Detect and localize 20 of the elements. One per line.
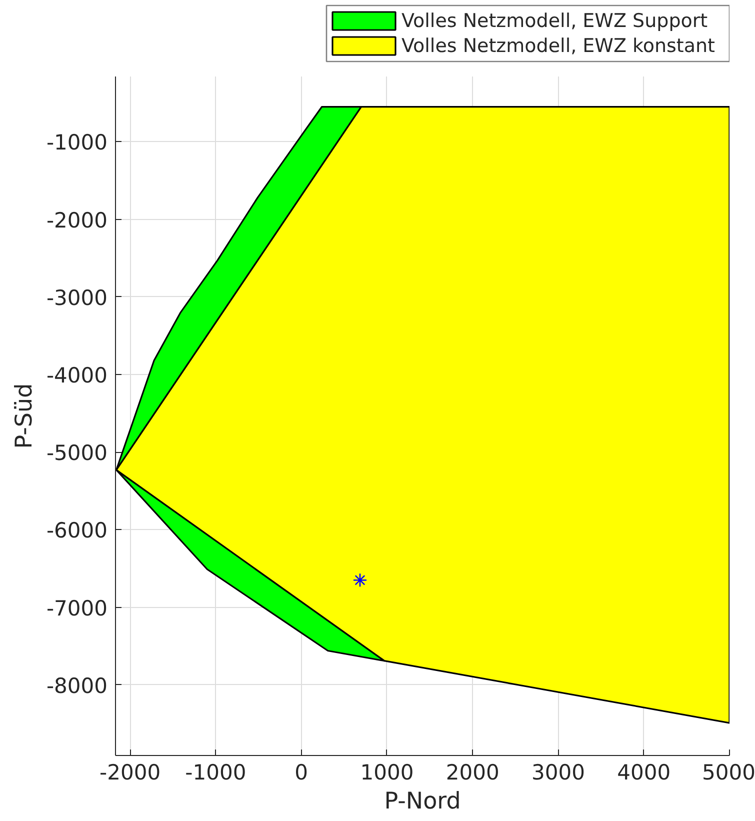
x-tick-label: -2000 [100,760,161,784]
y-tick-label: -2000 [46,208,108,232]
y-tick-label: -4000 [46,363,108,388]
x-tick-label: 5000 [702,760,755,784]
y-tick-label: -8000 [46,674,108,698]
y-tick-label: -3000 [46,286,108,310]
x-axis-title: P-Nord [384,788,461,814]
x-tick-label: 0 [294,760,308,784]
x-tick-label: 1000 [360,760,414,784]
legend-label: Volles Netzmodell, EWZ Support [402,10,708,32]
x-tick-label: 4000 [617,760,671,784]
y-tick-label: -5000 [46,441,108,466]
x-tick-label: -1000 [185,760,246,784]
y-tick-label: -1000 [46,130,108,155]
y-tick-label: -6000 [46,518,108,543]
legend-label: Volles Netzmodell, EWZ konstant [402,35,715,57]
x-tick-label: 3000 [532,760,585,784]
y-tick-label: -7000 [46,596,108,620]
y-axis-title: P-Süd [11,383,38,449]
x-tick-label: 2000 [446,760,500,784]
